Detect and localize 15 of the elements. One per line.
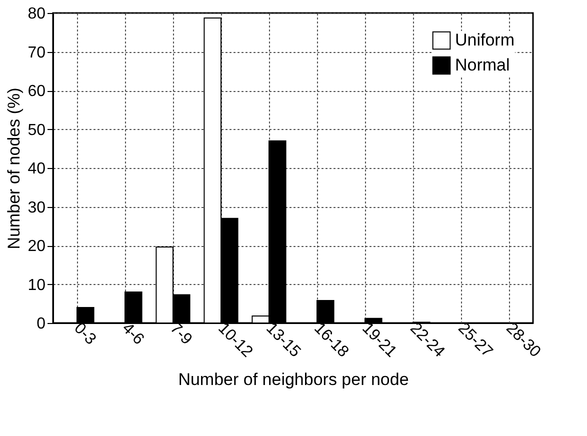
x-tick-label: 4-6 [118, 320, 148, 348]
y-tick-label: 60 [28, 83, 46, 100]
y-tick-label: 0 [36, 316, 46, 332]
y-tick-label: 80 [28, 6, 46, 22]
y-axis-title: Number of nodes (%) [4, 88, 24, 250]
legend-label: Normal [455, 56, 510, 74]
y-tick-label: 50 [28, 122, 46, 139]
y-tick-label: 10 [28, 276, 46, 294]
y-tick-label: 70 [28, 44, 46, 62]
legend-label: Uniform [455, 30, 515, 50]
x-tick-label: 0-3 [70, 320, 100, 348]
y-tick-label: 20 [28, 238, 46, 255]
y-tick-label: 30 [28, 199, 46, 216]
x-axis-title: Number of neighbors per node [178, 370, 409, 390]
y-tick-label: 40 [28, 160, 46, 178]
